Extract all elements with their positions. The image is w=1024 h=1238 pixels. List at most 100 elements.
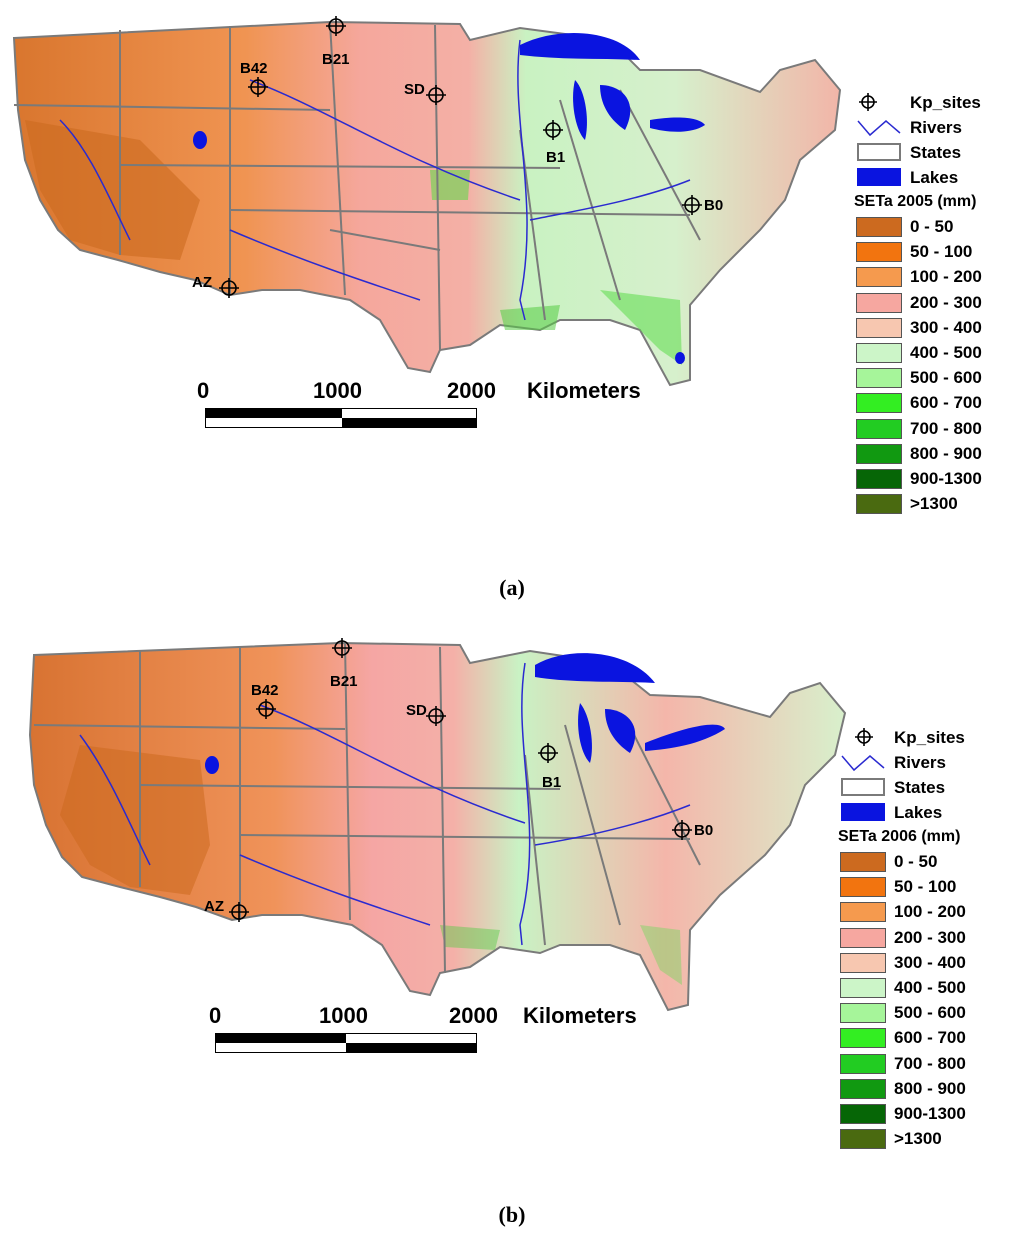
scale-unit: Kilometers	[523, 1003, 637, 1028]
site-labels: B21 B42 SD B1 B0 AZ	[204, 673, 713, 915]
legend-class-label: 100 - 200	[894, 902, 966, 922]
legend-rivers-label: Rivers	[910, 118, 962, 137]
legend-class-label: >1300	[894, 1129, 942, 1149]
scale-unit: Kilometers	[527, 378, 641, 403]
legend-class-row: 500 - 600	[848, 365, 1024, 390]
site-marker-b0	[672, 820, 692, 840]
panel-caption-a: (a)	[499, 575, 525, 600]
dry-region	[25, 120, 200, 260]
legend-class-label: 600 - 700	[910, 393, 982, 413]
legend-class-row: 100 - 200	[848, 264, 1024, 289]
scale-tick-2000: 2000	[447, 378, 496, 403]
legend-classes: 0 - 50 50 - 100 100 - 200 200 - 300 300 - 40…	[832, 849, 1008, 1151]
wet-region-gulf	[500, 305, 560, 330]
state-box-icon	[841, 778, 885, 796]
scale-tick-2000: 2000	[449, 1003, 498, 1028]
site-label-az: AZ	[204, 898, 224, 915]
legend-class-swatch	[840, 952, 886, 973]
legend-lakes-label: Lakes	[910, 168, 959, 187]
site-label-b1: B1	[546, 149, 565, 166]
site-marker-b21	[332, 638, 352, 658]
scale-bar-b: 0 1000 2000 Kilometers	[209, 1003, 695, 1063]
site-label-b0: B0	[694, 822, 713, 839]
legend-class-swatch	[840, 1103, 886, 1124]
legend-states: States	[848, 140, 1024, 165]
legend-class-label: 300 - 400	[910, 317, 982, 337]
legend-kp-sites: Kp_sites	[848, 90, 1024, 115]
legend-class-row: 900-1300	[832, 1101, 1008, 1126]
legend-class-swatch	[840, 927, 886, 948]
crosshair-icon	[859, 93, 877, 111]
legend-class-row: >1300	[848, 491, 1024, 516]
legend-class-swatch	[856, 217, 902, 237]
site-marker-b21	[326, 16, 346, 36]
legend-class-swatch	[840, 1129, 886, 1150]
legend-class-label: 200 - 300	[910, 292, 982, 312]
legend-class-row: 50 - 100	[848, 239, 1024, 264]
wet-region-gulf	[440, 925, 500, 950]
site-marker-b0	[682, 195, 702, 215]
scale-bar-graphic	[215, 1033, 477, 1053]
scale-bar-a: 0 1000 2000 Kilometers	[197, 378, 685, 438]
legend-class-label: 500 - 600	[910, 368, 982, 388]
crosshair-icon	[855, 728, 873, 746]
legend-class-swatch	[856, 393, 902, 414]
legend-class-row: 900-1300	[848, 466, 1024, 491]
legend-class-label: 0 - 50	[910, 217, 954, 236]
legend-class-label: 900-1300	[894, 1103, 966, 1123]
legend-class-label: >1300	[910, 494, 958, 514]
site-marker-b42	[256, 699, 276, 719]
legend-a: Kp_sites Rivers States Lakes SETa 2005 (…	[848, 90, 1024, 516]
legend-class-row: 800 - 900	[832, 1076, 1008, 1101]
site-label-sd: SD	[404, 81, 425, 98]
scale-bar-graphic	[205, 408, 477, 428]
site-label-b42: B42	[240, 60, 268, 77]
scale-tick-1000: 1000	[313, 378, 362, 403]
site-markers	[229, 638, 692, 922]
legend-class-row: 600 - 700	[832, 1025, 1008, 1050]
legend-b: Kp_sites Rivers States Lakes SETa 2006 (…	[832, 725, 1008, 1151]
legend-class-row: 700 - 800	[832, 1051, 1008, 1076]
legend-class-row: 600 - 700	[848, 390, 1024, 415]
legend-class-row: 50 - 100	[832, 874, 1008, 899]
river-line-icon	[841, 755, 885, 772]
legend-class-swatch	[856, 468, 902, 489]
legend-states-label: States	[894, 778, 946, 797]
map-panel-b: B21 B42 SD B1 B0 AZ 0 1000 2000 Kilomete…	[0, 625, 1024, 1238]
legend-class-label: 50 - 100	[894, 877, 957, 897]
legend-class-swatch	[856, 267, 902, 288]
dry-region	[60, 745, 210, 895]
site-marker-b1	[543, 120, 563, 140]
lake-swatch-icon	[841, 803, 885, 821]
legend-states: States	[832, 775, 1008, 800]
legend-class-swatch	[856, 494, 902, 515]
legend-class-swatch	[856, 292, 902, 313]
legend-lakes: Lakes	[848, 165, 1024, 190]
legend-class-label: 800 - 900	[894, 1078, 966, 1098]
legend-classes: 0 - 50 50 - 100 100 - 200 200 - 300 300 - 40…	[848, 214, 1024, 516]
legend-rivers-label: Rivers	[894, 753, 946, 772]
legend-class-row: 800 - 900	[848, 441, 1024, 466]
site-marker-b1	[538, 743, 558, 763]
legend-class-swatch	[840, 852, 886, 872]
legend-kp-sites-label: Kp_sites	[894, 728, 965, 747]
legend-class-label: 400 - 500	[910, 342, 982, 362]
legend-class-swatch	[840, 1028, 886, 1049]
legend-class-row: 300 - 400	[848, 315, 1024, 340]
site-marker-sd	[426, 706, 446, 726]
site-label-b21: B21	[330, 673, 358, 690]
great-lakes	[193, 33, 705, 364]
legend-class-row: 300 - 400	[832, 950, 1008, 975]
legend-lakes-label: Lakes	[894, 803, 943, 822]
legend-class-row: 0 - 50	[848, 214, 1024, 239]
legend-class-swatch	[840, 1078, 886, 1099]
site-label-az: AZ	[192, 274, 212, 291]
legend-class-label: 50 - 100	[910, 242, 973, 262]
legend-class-row: 100 - 200	[832, 899, 1008, 924]
scale-tick-1000: 1000	[319, 1003, 368, 1028]
site-label-b21: B21	[322, 51, 350, 68]
legend-class-row: 0 - 50	[832, 849, 1008, 874]
legend-class-row: 400 - 500	[848, 340, 1024, 365]
site-label-b0: B0	[704, 197, 723, 214]
legend-class-swatch	[856, 342, 902, 363]
